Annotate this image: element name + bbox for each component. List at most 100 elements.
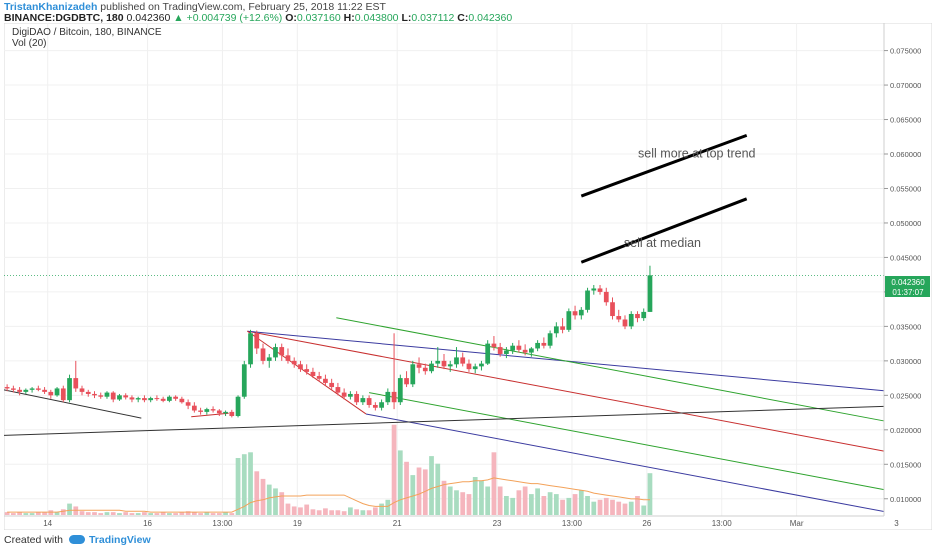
volume-bar	[422, 469, 428, 515]
volume-bar	[248, 452, 253, 515]
volume-bar	[372, 507, 378, 515]
candle-body	[298, 364, 303, 370]
candle-body	[185, 402, 191, 406]
candle-body	[391, 391, 397, 403]
candle-body	[479, 363, 484, 367]
pitchfork[interactable]	[247, 317, 885, 513]
trendline	[3, 389, 142, 419]
volume-bar	[560, 499, 565, 515]
candle-body	[348, 393, 353, 397]
symbol-label: BINANCE:DGDBTC, 180	[4, 12, 124, 24]
lower-tine	[365, 413, 885, 513]
annotations[interactable]: sell more at top trend sell at median	[624, 146, 756, 250]
volume-bar	[298, 507, 303, 515]
volume-bar	[491, 452, 497, 515]
price-chart[interactable]: sell more at top trend sell at median 0.0…	[3, 22, 932, 531]
volume-bar	[366, 510, 372, 515]
tradingview-brand[interactable]: TradingView	[88, 534, 151, 546]
volume-bar	[316, 510, 322, 515]
candle-body	[385, 391, 391, 403]
volume-bar	[241, 454, 247, 515]
published-text: published on TradingView.com, February 2…	[100, 1, 386, 13]
candle-body	[416, 364, 422, 368]
chart-panel[interactable]: sell more at top trend sell at median 0.0…	[3, 22, 932, 531]
pair-legend: DigiDAO / Bitcoin, 180, BINANCE	[12, 27, 162, 38]
volume-bar	[310, 509, 316, 515]
volume-bar	[216, 513, 222, 515]
candle-body	[241, 364, 247, 397]
volume-bar	[235, 458, 241, 515]
candle-body	[160, 398, 166, 401]
price-tick-label: 0.030000	[890, 357, 921, 366]
candle-body	[447, 364, 453, 367]
candle-body	[279, 347, 285, 356]
volume-bar	[85, 512, 91, 515]
low-label: L:	[401, 12, 412, 24]
candles	[4, 265, 653, 418]
candle-body	[647, 275, 653, 312]
volume-bar	[404, 461, 409, 515]
price-tick-label: 0.055000	[890, 184, 921, 193]
candle-body	[254, 333, 260, 349]
candle-body	[404, 378, 409, 385]
candle-body	[229, 411, 235, 417]
trendline	[580, 133, 748, 198]
volume-bar	[129, 513, 135, 515]
candle-body	[316, 376, 322, 379]
annotation-text: sell at median	[624, 236, 701, 250]
median-line	[247, 330, 885, 452]
volume-bar	[585, 496, 590, 515]
trendline	[3, 405, 885, 436]
publish-info: TristanKhanizadeh published on TradingVi…	[4, 1, 386, 13]
last-price: 0.042360	[126, 12, 171, 24]
volume-bar	[429, 456, 434, 515]
candle-body	[79, 388, 85, 392]
candle-body	[516, 345, 522, 350]
candle-body	[323, 378, 328, 383]
candle-body	[466, 363, 472, 370]
volume-bar	[441, 480, 447, 515]
volume-bar	[185, 511, 191, 515]
chart-frame	[3, 22, 932, 531]
candle-body	[454, 357, 459, 365]
candle-body	[422, 367, 428, 372]
time-tick-label: 14	[43, 519, 52, 528]
price-tick-label: 0.035000	[890, 322, 921, 331]
candle-body	[148, 398, 154, 401]
time-tick-label: 21	[393, 519, 402, 528]
volume-bar	[135, 513, 141, 515]
author-name[interactable]: TristanKhanizadeh	[4, 1, 98, 13]
candle-body	[635, 313, 640, 319]
candle-body	[216, 410, 222, 414]
candle-body	[23, 389, 29, 392]
candle-body	[541, 342, 547, 346]
candle-body	[142, 398, 147, 401]
volume-bar	[210, 513, 216, 515]
open-label: O:	[285, 12, 297, 24]
volume-bar	[591, 501, 597, 515]
price-tick-label: 0.015000	[890, 460, 921, 469]
volume-bar	[541, 496, 547, 515]
candle-body	[167, 396, 172, 401]
last-price-tag: 0.042360	[891, 278, 925, 287]
candle-body	[73, 378, 79, 389]
candle-body	[529, 348, 534, 353]
volume-bar	[391, 424, 397, 515]
candle-body	[235, 396, 241, 417]
candle-body	[310, 371, 316, 377]
volume-bar	[516, 490, 522, 515]
volume-bar	[578, 490, 584, 515]
trendlines[interactable]	[3, 133, 885, 436]
volume-bar	[273, 488, 278, 515]
volume-ma-line	[7, 477, 650, 513]
time-axis[interactable]: 14 16 13:00 19 21 23 13:00 26 13:00 Mar 3	[43, 519, 899, 528]
candle-body	[628, 313, 634, 327]
volume-bar	[472, 477, 478, 515]
candle-body	[17, 389, 22, 392]
candle-body	[354, 393, 359, 403]
volume-bars	[4, 424, 653, 515]
volume-bar	[597, 499, 603, 515]
volume-bar	[98, 513, 104, 515]
volume-legend: Vol (20)	[12, 38, 47, 49]
volume-bar	[522, 486, 528, 515]
